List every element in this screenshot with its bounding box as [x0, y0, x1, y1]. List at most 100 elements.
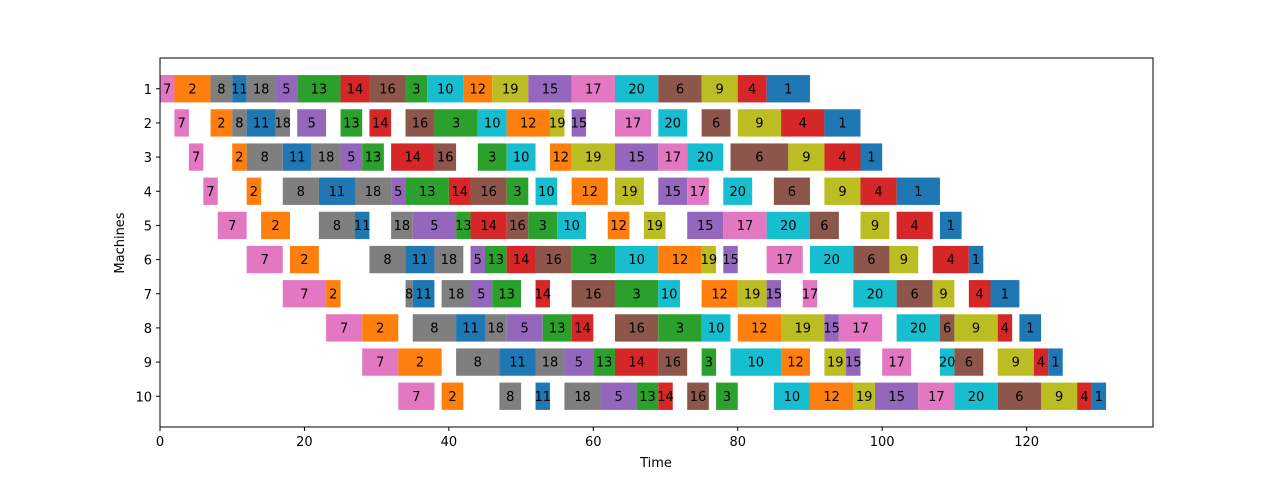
- task-bar-m9-job15: [846, 348, 861, 376]
- task-label-m1-job12: 12: [469, 82, 486, 97]
- task-label-m3-job7: 7: [192, 151, 200, 166]
- task-label-m8-job13: 13: [549, 321, 566, 336]
- task-bar-m9-job7: [362, 348, 399, 376]
- task-label-m1-job15: 15: [542, 82, 559, 97]
- task-bar-m1-job11: [232, 75, 247, 103]
- task-label-m8-job8: 8: [430, 321, 438, 336]
- task-bar-m3-job14: [391, 143, 435, 171]
- task-bar-m8-job10: [701, 314, 731, 342]
- task-bar-m1-job19: [492, 75, 529, 103]
- task-bar-m2-job1: [824, 109, 861, 137]
- task-bar-m9-job11: [499, 348, 536, 376]
- task-bar-m8-job5: [506, 314, 543, 342]
- task-label-m10-job11: 11: [534, 390, 551, 405]
- task-bar-m2-job7: [174, 109, 189, 137]
- task-bar-m4-job17: [687, 177, 709, 205]
- task-label-m8-job16: 16: [628, 321, 645, 336]
- task-bar-m3-job3: [477, 143, 507, 171]
- task-label-m6-job10: 10: [628, 253, 645, 268]
- y-tick-label-9: 9: [144, 356, 152, 371]
- task-label-m2-job9: 9: [755, 116, 763, 131]
- task-label-m3-job8: 8: [261, 151, 269, 166]
- task-bar-m5-job16: [506, 211, 529, 240]
- task-label-m2-job16: 16: [412, 116, 429, 131]
- task-bar-m9-job12: [781, 348, 810, 376]
- task-bar-m2-job13: [340, 109, 363, 137]
- task-bar-m8-job13: [542, 314, 572, 342]
- task-label-m1-job20: 20: [628, 82, 645, 97]
- task-label-m4-job19: 19: [621, 185, 638, 200]
- task-label-m4-job11: 11: [329, 185, 346, 200]
- task-bar-m1-job9: [701, 75, 738, 103]
- task-label-m4-job15: 15: [664, 185, 681, 200]
- task-bar-m9-job19: [824, 348, 847, 376]
- task-bar-m2-job9: [737, 109, 782, 137]
- task-bar-m6-job11: [405, 245, 435, 274]
- task-bar-m6-job1: [968, 245, 984, 274]
- task-bar-m6-job17: [766, 245, 803, 274]
- task-bar-m3-job19: [571, 143, 615, 171]
- task-bar-m4-job2: [246, 177, 262, 205]
- task-bar-m2-job2: [210, 109, 233, 137]
- x-axis-label: Time: [639, 456, 672, 471]
- task-bar-m8-job8: [412, 314, 457, 342]
- task-label-m9-job2: 2: [416, 356, 424, 371]
- task-bar-m3-job12: [549, 143, 572, 171]
- task-label-m10-job3: 3: [723, 390, 731, 405]
- task-label-m10-job1: 1: [1095, 390, 1103, 405]
- task-bar-m7-job17: [802, 280, 818, 308]
- task-label-m9-job12: 12: [787, 356, 804, 371]
- task-label-m10-job19: 19: [856, 390, 873, 405]
- task-bar-m2-job11: [246, 109, 276, 137]
- task-label-m7-job9: 9: [939, 287, 947, 302]
- machine-row-8: 7 2 8 11 18 5 13 14 16 3 10 12 19 15 17 20 6 9 4 1: [326, 314, 1042, 342]
- x-tick-label-80: 80: [729, 435, 746, 450]
- task-bar-m1-job7: [160, 75, 175, 103]
- task-bar-m4-job8: [282, 177, 319, 205]
- task-label-m10-job2: 2: [448, 390, 456, 405]
- task-bar-m3-job16: [434, 143, 457, 171]
- task-bar-m5-job9: [860, 211, 890, 240]
- task-label-m6-job2: 2: [300, 253, 308, 268]
- task-label-m1-job17: 17: [585, 82, 602, 97]
- task-bar-m6-job10: [614, 245, 659, 274]
- task-bar-m6-job8: [369, 245, 406, 274]
- task-label-m6-job1: 1: [972, 253, 980, 268]
- task-label-m1-job13: 13: [311, 82, 328, 97]
- task-bar-m3-job15: [614, 143, 659, 171]
- task-bar-m4-job14: [448, 177, 471, 205]
- task-bar-m6-job19: [701, 245, 717, 274]
- y-tick-label-1: 1: [144, 83, 152, 98]
- task-bar-m8-job1: [1019, 314, 1042, 342]
- task-label-m6-job8: 8: [383, 253, 391, 268]
- task-bar-m5-job11: [354, 211, 370, 240]
- task-label-m4-job3: 3: [513, 185, 521, 200]
- task-bar-m9-job1: [1048, 348, 1063, 376]
- task-bar-m4-job16: [470, 177, 507, 205]
- task-label-m2-job1: 1: [838, 116, 846, 131]
- task-label-m10-job4: 4: [1080, 390, 1088, 405]
- task-bar-m3-job8: [246, 143, 283, 171]
- task-label-m8-job18: 18: [488, 321, 505, 336]
- x-tick-label-120: 120: [1014, 435, 1039, 450]
- machine-row-9: 7 2 8 11 18 5 13 14 16 3 10 12 19 15 17 20 6 9 4 1: [362, 348, 1063, 376]
- task-label-m2-job2: 2: [217, 116, 225, 131]
- task-label-m7-job19: 19: [744, 287, 761, 302]
- task-label-m3-job11: 11: [289, 151, 306, 166]
- task-bar-m9-job16: [658, 348, 688, 376]
- task-label-m5-job4: 4: [911, 219, 919, 234]
- task-bar-m8-job12: [737, 314, 782, 342]
- task-label-m8-job1: 1: [1026, 321, 1034, 336]
- task-bar-m7-job15: [766, 280, 782, 308]
- task-bar-m2-job4: [781, 109, 825, 137]
- task-bar-m6-job7: [246, 245, 283, 274]
- task-label-m6-job5: 5: [474, 253, 482, 268]
- task-label-m1-job19: 19: [502, 82, 519, 97]
- task-bar-m9-job3: [701, 348, 717, 376]
- machine-row-2: 7 2 8 11 18 5 13 14 16 3 10 12 19 15 17 20 6 9 4 1: [174, 109, 861, 137]
- task-label-m8-job3: 3: [676, 321, 684, 336]
- task-label-m2-job3: 3: [452, 116, 460, 131]
- task-bar-m4-job1: [896, 177, 940, 205]
- task-bar-m7-job12: [701, 280, 738, 308]
